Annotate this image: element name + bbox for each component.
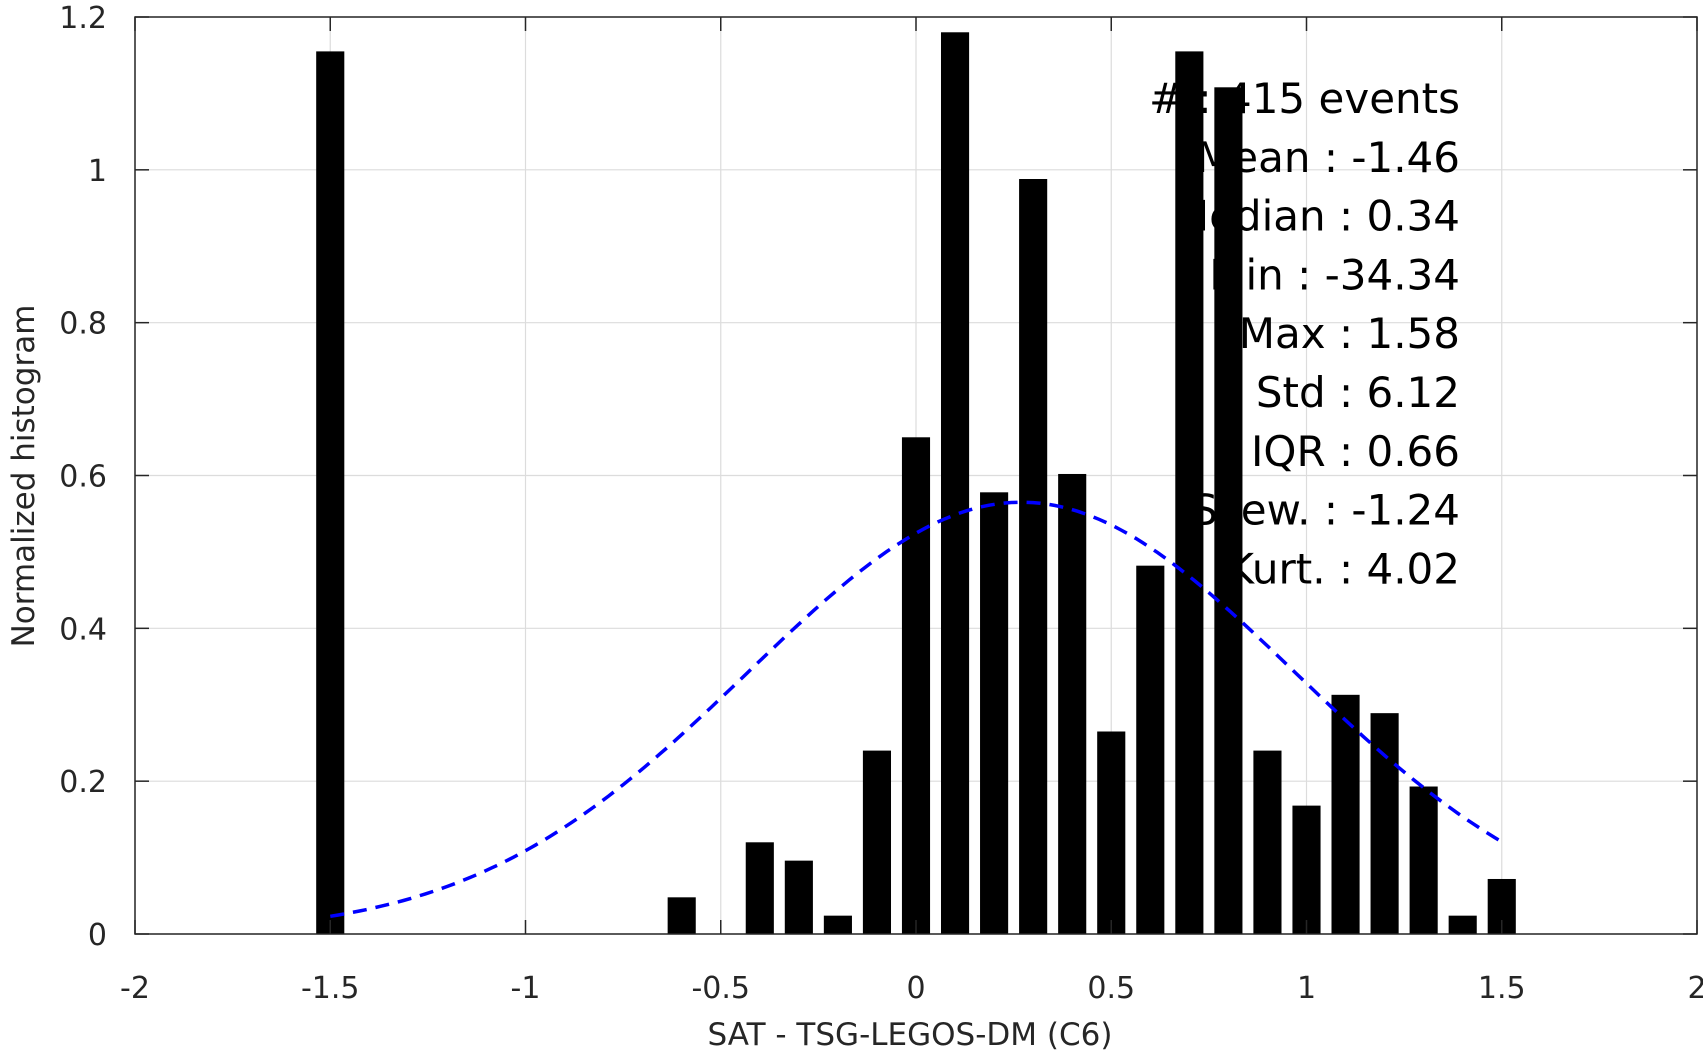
stats-line: IQR : 0.66 xyxy=(1251,427,1460,476)
histogram-bars xyxy=(316,32,1516,935)
x-tick-label: 1 xyxy=(1297,971,1316,1006)
stats-line: Skew. : -1.24 xyxy=(1191,486,1460,535)
stats-line: Max : 1.58 xyxy=(1239,309,1460,358)
y-tick-label: 0.2 xyxy=(59,765,107,800)
y-tick-label: 0.4 xyxy=(59,612,107,647)
histogram-bar xyxy=(1448,915,1477,934)
histogram-bar xyxy=(784,860,813,934)
histogram-bar xyxy=(980,492,1009,934)
histogram-bar xyxy=(1370,713,1399,934)
histogram-bar xyxy=(1214,87,1243,934)
x-axis-title: SAT - TSG-LEGOS-DM (C6) xyxy=(708,1017,1113,1053)
histogram-bar xyxy=(940,32,970,935)
x-tick-labels: -2 -1.5 -1 -0.5 0 0.5 1 1.5 2 xyxy=(120,971,1703,1006)
axes-frame xyxy=(134,16,1698,935)
stats-line: Mean : -1.46 xyxy=(1196,133,1460,182)
y-tick-label: 0.8 xyxy=(59,307,107,342)
y-axis-title: Normalized histogram xyxy=(6,305,42,648)
x-tick-label: -1 xyxy=(511,971,541,1006)
histogram-bar xyxy=(862,750,892,934)
histogram-bar xyxy=(1097,731,1126,934)
histogram-bar xyxy=(1019,179,1048,935)
x-tick-label: -2 xyxy=(120,971,150,1006)
histogram-bar xyxy=(1253,750,1282,934)
stats-line: Median : 0.34 xyxy=(1173,192,1460,241)
stats-line: Kurt. : 4.02 xyxy=(1226,544,1460,593)
y-tick-label: 1.2 xyxy=(59,1,107,36)
histogram-bar xyxy=(823,915,852,934)
histogram-bar xyxy=(667,897,696,934)
histogram-bar xyxy=(745,842,774,934)
x-tick-label: -0.5 xyxy=(691,971,750,1006)
y-tick-label: 0 xyxy=(88,918,107,953)
stats-line: Std : 6.12 xyxy=(1256,368,1460,417)
stats-line: Min : -34.34 xyxy=(1209,250,1460,299)
histogram-bar xyxy=(1175,51,1204,934)
x-tick-label: 1.5 xyxy=(1478,971,1526,1006)
histogram-bar xyxy=(1136,565,1165,934)
y-tick-label: 1 xyxy=(88,154,107,189)
x-tick-label: -1.5 xyxy=(301,971,360,1006)
stats-line: # : 415 events xyxy=(1149,74,1460,123)
histogram-bar xyxy=(901,437,931,934)
y-tick-labels: 0 0.2 0.4 0.6 0.8 1 1.2 xyxy=(59,1,107,953)
histogram-bar xyxy=(316,51,345,934)
statistics-annotation: # : 415 events Mean : -1.46 Median : 0.34 M… xyxy=(1149,74,1460,593)
y-tick-label: 0.6 xyxy=(59,460,107,495)
histogram-bar xyxy=(1331,694,1360,934)
x-tick-label: 0 xyxy=(906,971,925,1006)
x-tick-label: 2 xyxy=(1687,971,1703,1006)
histogram-bar xyxy=(1058,473,1087,934)
x-tick-label: 0.5 xyxy=(1087,971,1135,1006)
histogram-bar xyxy=(1409,786,1438,934)
histogram-bar xyxy=(1292,805,1321,934)
